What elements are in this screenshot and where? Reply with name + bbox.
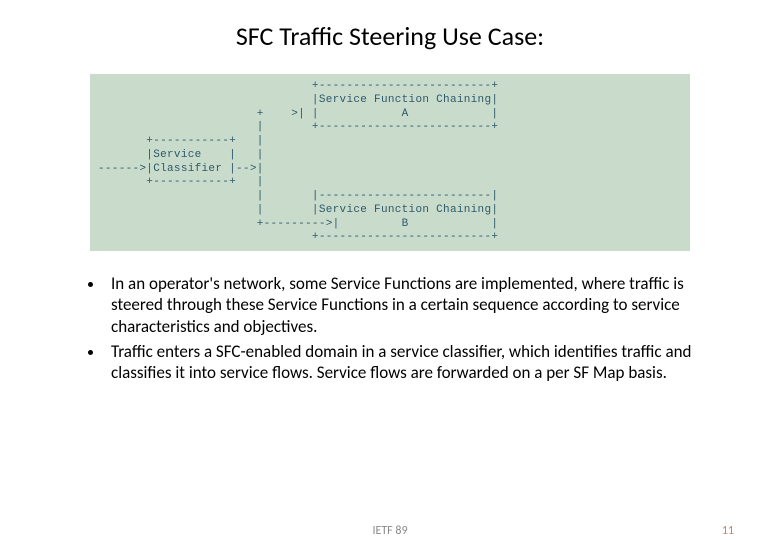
bullet-item: In an operator's network, some Service F… — [105, 273, 715, 337]
footer-center-text: IETF 89 — [372, 524, 407, 538]
bullet-item: Traffic enters a SFC-enabled domain in a… — [105, 341, 715, 384]
page-number: 11 — [722, 524, 734, 538]
bullet-list: In an operator's network, some Service F… — [45, 273, 735, 383]
slide: SFC Traffic Steering Use Case: +--------… — [0, 0, 780, 540]
ascii-diagram: +-------------------------+ |Service Fun… — [98, 80, 682, 245]
ascii-diagram-container: +-------------------------+ |Service Fun… — [90, 74, 690, 251]
slide-title: SFC Traffic Steering Use Case: — [45, 20, 735, 52]
